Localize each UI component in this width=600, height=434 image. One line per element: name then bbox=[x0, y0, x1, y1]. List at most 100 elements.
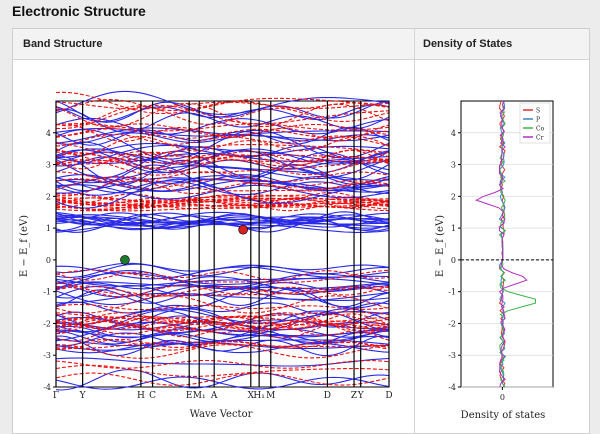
band-line-36 bbox=[55, 343, 390, 359]
dos-xtick-label-0: 0 bbox=[500, 393, 505, 402]
kpoint-label-6: A bbox=[210, 391, 218, 401]
band-line-35 bbox=[55, 313, 390, 329]
band-line-121 bbox=[55, 123, 390, 132]
band-line-137 bbox=[55, 152, 390, 169]
band-structure-header: Band Structure bbox=[23, 38, 103, 50]
band-line-139 bbox=[55, 128, 390, 139]
band-line-46 bbox=[55, 338, 390, 350]
band-line-22 bbox=[55, 286, 390, 310]
band-line-52 bbox=[55, 282, 390, 298]
band-line-48 bbox=[55, 270, 390, 281]
kpoint-label-4: E bbox=[186, 391, 193, 401]
dos-series-cr bbox=[475, 100, 528, 388]
band-line-102 bbox=[55, 117, 390, 135]
dos-plot-frame bbox=[460, 100, 554, 388]
band-line-123 bbox=[55, 91, 390, 115]
band-line-50 bbox=[55, 285, 390, 297]
dos-legend-label-cr: Cr bbox=[536, 135, 544, 142]
electronic-structure-panel: Band Structure Density of States Γ Y H C E M₁… bbox=[12, 28, 590, 434]
dos-legend: SP Co Cr bbox=[519, 102, 551, 144]
band-line-42 bbox=[55, 312, 390, 332]
panel-divider bbox=[414, 29, 415, 433]
band-line-67 bbox=[55, 212, 390, 224]
band-line-126 bbox=[55, 101, 390, 110]
band-line-37 bbox=[55, 269, 390, 283]
band-line-54 bbox=[55, 359, 390, 369]
band-line-120 bbox=[55, 98, 390, 112]
dos-ytick-label-2: 2 bbox=[451, 192, 456, 201]
kpoint-label-2: H bbox=[137, 391, 145, 401]
band-line-33 bbox=[55, 338, 390, 347]
dos-ytick-label-3: 3 bbox=[451, 161, 456, 170]
kpoint-label-1: Y bbox=[79, 391, 87, 401]
band-line-55 bbox=[55, 364, 390, 377]
kpoint-label-12: Y bbox=[357, 391, 365, 401]
band-line-118 bbox=[55, 159, 390, 176]
vbm-marker bbox=[120, 255, 130, 265]
kpoint-label-0: Γ bbox=[53, 391, 59, 401]
band-line-140 bbox=[55, 159, 390, 174]
dos-ytick-label-0: 0 bbox=[451, 256, 456, 265]
band-line-14 bbox=[55, 263, 390, 278]
band-line-59 bbox=[55, 311, 390, 320]
band-line-34 bbox=[55, 318, 390, 330]
dos-header: Density of States bbox=[423, 38, 513, 50]
kpoint-label-7: X bbox=[248, 391, 255, 401]
band-line-90 bbox=[55, 180, 390, 196]
dos-y-axis-label: E − E_f (eV) bbox=[435, 215, 446, 277]
dos-legend-label-s: S bbox=[536, 108, 540, 115]
kpoint-label-10: D bbox=[324, 391, 331, 401]
band-line-133 bbox=[55, 151, 390, 164]
band-line-17 bbox=[55, 292, 390, 304]
band-line-86 bbox=[55, 204, 390, 212]
dos-ytick-label--2: -2 bbox=[448, 319, 456, 328]
band-line-119 bbox=[55, 179, 390, 197]
band-line-60 bbox=[55, 222, 390, 233]
kpoint-label-8: H₁ bbox=[253, 391, 264, 401]
band-line-87 bbox=[55, 196, 390, 205]
dos-ytick-label--4: -4 bbox=[448, 383, 456, 392]
band-line-10 bbox=[55, 301, 390, 316]
dos-x-axis-label: Density of states bbox=[461, 410, 546, 421]
band-line-38 bbox=[55, 285, 390, 296]
band-line-103 bbox=[55, 141, 390, 162]
band-line-80 bbox=[55, 197, 390, 207]
dos-legend-label-co: Co bbox=[536, 126, 545, 133]
band-line-93 bbox=[55, 174, 390, 192]
band-ytick-label-2: 2 bbox=[46, 192, 51, 201]
band-line-131 bbox=[55, 176, 390, 192]
band-line-51 bbox=[55, 372, 390, 386]
kpoint-label-13: D bbox=[385, 391, 392, 401]
band-line-69 bbox=[55, 211, 390, 224]
band-line-70 bbox=[55, 216, 390, 228]
band-ytick-label--1: -1 bbox=[43, 288, 51, 297]
band-line-47 bbox=[55, 320, 390, 333]
band-line-83 bbox=[55, 197, 390, 209]
band-line-71 bbox=[55, 212, 389, 226]
band-lines bbox=[55, 90, 390, 391]
dos-ytick-label-4: 4 bbox=[451, 129, 456, 138]
band-line-132 bbox=[55, 141, 390, 156]
band-ytick-label--2: -2 bbox=[43, 319, 51, 328]
dos-ytick-label-1: 1 bbox=[451, 224, 456, 233]
band-line-53 bbox=[55, 295, 390, 314]
band-line-13 bbox=[55, 278, 390, 287]
band-line-40 bbox=[55, 323, 390, 336]
band-line-124 bbox=[55, 123, 390, 137]
band-line-15 bbox=[55, 376, 390, 390]
band-line-136 bbox=[55, 178, 390, 189]
band-line-31 bbox=[55, 265, 390, 280]
band-line-49 bbox=[55, 341, 390, 350]
dos-ytick-label--3: -3 bbox=[448, 351, 456, 360]
band-line-73 bbox=[56, 216, 390, 232]
band-ytick-label--3: -3 bbox=[43, 351, 51, 360]
band-line-57 bbox=[55, 303, 390, 311]
kpoint-label-5: M₁ bbox=[193, 391, 206, 401]
band-ytick-label-1: 1 bbox=[46, 224, 51, 233]
band-line-116 bbox=[55, 151, 390, 180]
band-ytick-label-4: 4 bbox=[46, 129, 51, 138]
band-line-99 bbox=[55, 108, 390, 133]
band-line-19 bbox=[55, 369, 390, 391]
band-line-82 bbox=[55, 197, 390, 204]
